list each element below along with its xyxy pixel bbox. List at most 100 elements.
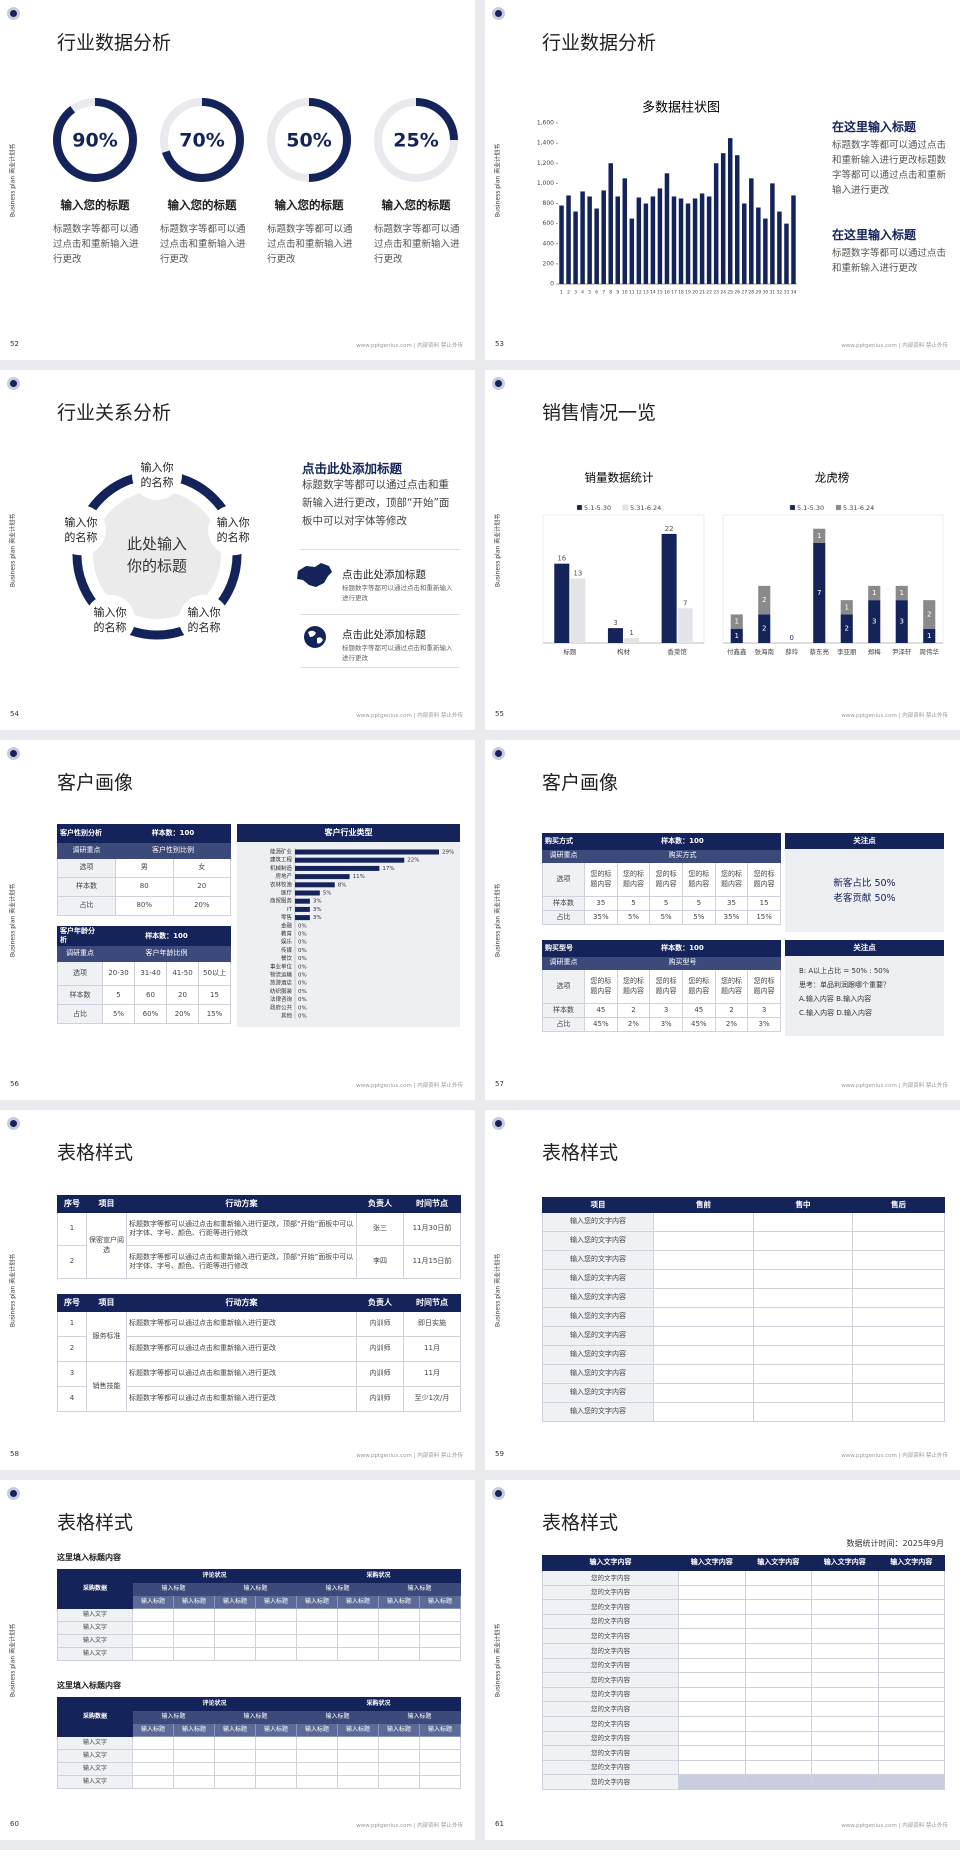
- y-tick-label: 800: [543, 200, 555, 207]
- chart-title: 销量数据统计: [585, 471, 654, 485]
- value-label: 0%: [298, 1014, 307, 1020]
- header-row: 输入标题 输入标题 输入标题 输入标题: [58, 1710, 462, 1724]
- bar: [784, 223, 789, 284]
- value-label: 16: [557, 555, 566, 563]
- row-label: 输入您的文字内容: [542, 1402, 654, 1422]
- legend-swatch: [789, 504, 796, 511]
- value-label: 2: [762, 625, 766, 633]
- table-row: 占比 80% 20%: [57, 896, 231, 916]
- panel-line: 新客占比 50%: [833, 878, 896, 889]
- bar: [685, 203, 691, 284]
- table-row: 占比 5% 60% 20% 15%: [57, 1004, 231, 1025]
- chart-title: 龙虎榜: [815, 471, 850, 485]
- row-number: 1: [57, 1212, 87, 1246]
- header-cell: 客户性别分析: [57, 824, 116, 843]
- table-cell: 3: [747, 1003, 781, 1018]
- table-row: 选项 您的标题内容 您的标题内容 您的标题内容 您的标题内容 您的标题内容 您的标题内容: [542, 862, 781, 897]
- bar: [629, 218, 635, 284]
- empty-cell: [296, 1775, 339, 1789]
- empty-cell: [811, 1628, 879, 1644]
- table-row: 输入文字: [57, 1608, 462, 1622]
- table-row: 1 保密宣户阅选 标题数字等都可以通过点击和重新输入进行更改，顶部“开始”面板中可以…: [57, 1212, 461, 1279]
- category-label: 建筑工程: [270, 856, 293, 864]
- paragraph: 标题数字等都可以通过点击和重新输入进行更改，顶部“开始”面板中可以对字体等修改: [302, 479, 450, 527]
- legend-label: 5.1-5.30: [797, 504, 824, 512]
- table-row: 您的文字内容: [542, 1715, 945, 1732]
- empty-cell: [678, 1715, 746, 1732]
- node-gap: [55, 505, 106, 556]
- table-cell: 您的标题内容: [649, 862, 683, 897]
- note-heading: 在这里输入标题: [832, 120, 917, 134]
- ring-arc: [267, 98, 351, 182]
- group-cell: 评论状况: [131, 1697, 298, 1711]
- row-label: 您的文字内容: [542, 1774, 679, 1790]
- bar-segment: [813, 528, 826, 543]
- category-label: IT: [287, 907, 293, 913]
- row-label: 您的文字内容: [542, 1672, 679, 1688]
- column-cell: 输入标题: [337, 1723, 380, 1737]
- table-row: 3 销售技能 标题数字等都可以通过点击和重新输入进行更改 内训师 11月: [57, 1361, 461, 1412]
- table-row: 样本数 5 60 20 15: [57, 985, 231, 1006]
- empty-cell: [877, 1686, 945, 1703]
- ring-label: 90%: [72, 130, 117, 152]
- category-label: 金融: [281, 921, 293, 929]
- empty-cell: [653, 1269, 754, 1289]
- x-tick-label: 2: [567, 290, 570, 296]
- empty-cell: [678, 1774, 746, 1790]
- action-cell: 标题数字等都可以通过点击和重新输入进行更改，顶部“开始”面板中可以对字体、字号、…: [126, 1245, 357, 1279]
- column-cell: 输入标题: [337, 1595, 380, 1609]
- chart-title: 多数据柱状图: [642, 100, 720, 116]
- empty-cell: [753, 1212, 853, 1232]
- empty-cell: [744, 1613, 812, 1630]
- subgroup-cell: 输入标题: [213, 1582, 298, 1596]
- table-cell: 2%: [714, 1017, 749, 1032]
- slide: Business plan 商业计划书 60 www.pptgenius.com |…: [0, 1480, 475, 1840]
- empty-cell: [254, 1749, 298, 1763]
- empty-cell: [337, 1736, 380, 1750]
- divider: [300, 667, 460, 668]
- slide-title: 表格样式: [57, 1142, 134, 1164]
- chart: 能源矿业 29% 建筑工程 22% 机械制造 17% 房地产 11% 农林牧渔 8% 医疗 5% 商贸服…: [270, 848, 454, 1020]
- x-tick-label: 33: [784, 290, 790, 296]
- empty-cell: [753, 1345, 853, 1365]
- table-row: 您的文字内容: [542, 1657, 945, 1674]
- table-cell: 35%: [714, 910, 749, 925]
- panel-title: 关注点: [785, 833, 944, 849]
- empty-cell: [419, 1762, 462, 1776]
- table-row: 您的文字内容: [542, 1613, 945, 1630]
- row-label: 您的文字内容: [542, 1759, 679, 1776]
- table-row: 输入您的文字内容: [542, 1364, 945, 1384]
- row-label: 输入文字: [57, 1749, 133, 1763]
- empty-cell: [678, 1657, 746, 1674]
- row-label: 输入您的文字内容: [542, 1364, 654, 1384]
- row-label: 您的文字内容: [542, 1584, 679, 1601]
- ring-label: 50%: [286, 130, 331, 152]
- footer: www.pptgenius.com | 内部资料 禁止外传: [356, 1823, 463, 1829]
- table-cell: 您的标题内容: [649, 969, 683, 1004]
- bar: [566, 195, 571, 284]
- survey-table: 购买型号 样本数：100 调研重点 购买型号 选项 您的标题内容 您的标题内容 您的标题内容您…: [542, 940, 781, 1032]
- x-tick-label: 22: [706, 290, 712, 296]
- bar: [295, 906, 310, 912]
- empty-cell: [811, 1686, 879, 1703]
- row-label: 选项: [542, 969, 585, 1004]
- empty-cell: [744, 1584, 812, 1601]
- footer: www.pptgenius.com | 内部资料 禁止外传: [841, 713, 948, 719]
- table-cell: 3%: [747, 1017, 781, 1032]
- ring-arc: [374, 98, 458, 182]
- row-label: 输入您的文字内容: [542, 1231, 654, 1251]
- table-cell: 35: [584, 896, 618, 911]
- bar-segment: [840, 600, 853, 615]
- empty-cell: [419, 1775, 462, 1789]
- header-cell: 售中: [753, 1197, 853, 1213]
- value-label: 2: [762, 596, 766, 604]
- empty-cell: [811, 1730, 879, 1747]
- x-tick-label: 标题: [563, 647, 577, 656]
- table-cell: 20%: [166, 1004, 199, 1025]
- row-label: 输入您的文字内容: [542, 1307, 654, 1327]
- row-label: 输入文字: [57, 1634, 133, 1648]
- table-row: 您的文字内容: [542, 1672, 945, 1688]
- column-cell: 输入标题: [419, 1723, 462, 1737]
- slide-title: 表格样式: [542, 1512, 619, 1534]
